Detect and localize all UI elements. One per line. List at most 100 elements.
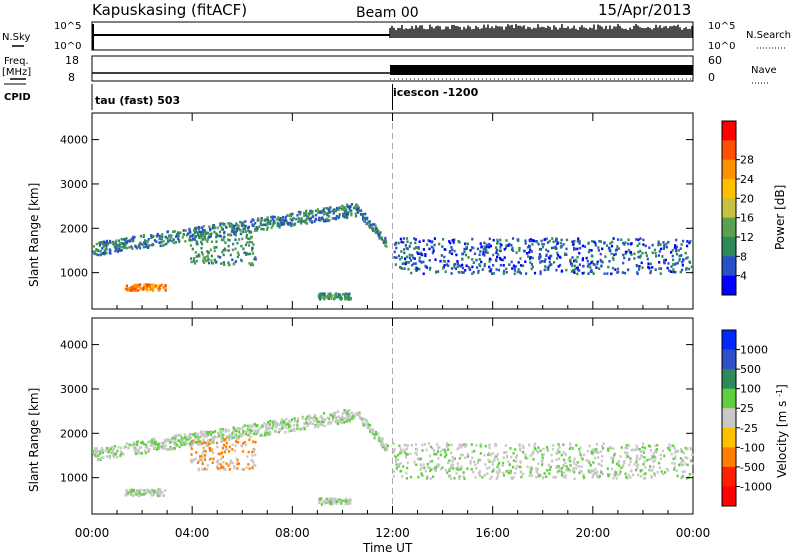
power-colorbar-tick-label: 20 [740,192,754,205]
scatter-point [251,246,254,250]
scatter-point [680,243,683,246]
scatter-point [300,221,303,225]
scatter-point [160,240,163,244]
scatter-point [524,453,527,457]
scatter-point [662,247,665,250]
scatter-point [608,446,612,449]
colorbar-swatch [722,447,736,468]
scatter-point [573,271,576,274]
scatter-point [231,227,234,231]
scatter-point [253,257,256,261]
scatter-point [447,448,450,451]
scatter-point [365,217,368,221]
scatter-point [162,244,165,247]
scatter-point [138,285,141,289]
scatter-point [449,474,452,477]
scatter-point [682,451,685,455]
scatter-point [117,239,121,242]
scatter-point [192,260,195,263]
scatter-point [276,223,279,227]
velocity-scatter [92,409,695,506]
scatter-point [213,230,216,234]
scatter-point [120,237,123,241]
scatter-point [599,252,602,256]
scatter-point [438,463,441,467]
scatter-point [488,257,491,261]
scatter-point [428,268,431,271]
scatter-point [203,454,207,457]
scatter-point [443,455,447,459]
scatter-point [572,243,575,246]
scatter-point [316,419,319,423]
scatter-point [375,433,378,436]
scatter-point [213,249,216,253]
scatter-point [462,252,465,256]
scatter-point [328,206,331,210]
scatter-point [252,463,255,467]
scatter-point [663,245,666,249]
scatter-point [385,241,388,244]
scatter-point [479,445,482,448]
scatter-point [475,258,478,262]
scatter-point [505,271,508,274]
scatter-point [586,265,590,268]
scatter-point [246,424,249,428]
scatter-point [189,434,192,438]
scatter-point [348,292,351,296]
scatter-point [569,445,572,449]
scatter-point [329,294,332,298]
scatter-point [220,466,223,469]
scatter-point [144,451,147,455]
scatter-point [212,457,215,461]
scatter-point [411,254,414,257]
scatter-point [151,289,155,292]
scatter-point [332,212,335,215]
scatter-point [450,443,453,447]
scatter-point [316,208,320,211]
scatter-point [209,446,212,450]
scatter-point [114,249,117,253]
scatter-point [128,490,131,494]
scatter-point [217,432,220,435]
scatter-point [194,457,197,461]
scatter-point [321,416,324,420]
scatter-point [630,242,633,245]
scatter-point [321,216,324,220]
scatter-point [470,443,473,446]
scatter-point [155,443,158,446]
scatter-point [125,287,128,291]
scatter-point [657,243,660,247]
scatter-point [113,445,116,448]
scatter-point [428,259,431,262]
scatter-point [150,243,154,247]
scatter-point [624,241,627,244]
scatter-point [611,240,614,244]
scatter-point [221,455,224,459]
scatter-point [125,284,128,288]
scatter-point [242,227,245,231]
scatter-point [530,267,533,271]
scatter-point [316,422,319,425]
scatter-point [142,285,145,289]
scatter-point [443,448,446,452]
scatter-point [99,241,102,244]
scatter-point [157,284,160,288]
scatter-point [203,434,206,438]
scatter-point [475,266,479,269]
scatter-point [306,216,309,220]
scatter-point [581,457,584,461]
scatter-point [616,271,619,274]
velocity-colorbar-tick-label: 1000 [740,344,768,357]
scatter-point [240,444,243,447]
scatter-point [478,263,481,266]
scatter-point [494,455,497,458]
freq-axis-left-bottom: 8 [68,71,75,84]
scatter-point [314,414,317,417]
scatter-point [350,209,353,212]
scatter-point [418,267,421,271]
scatter-point [132,443,135,447]
scatter-point [335,419,338,423]
scatter-point [624,451,627,454]
scatter-point [460,445,463,449]
scatter-point [188,236,191,240]
